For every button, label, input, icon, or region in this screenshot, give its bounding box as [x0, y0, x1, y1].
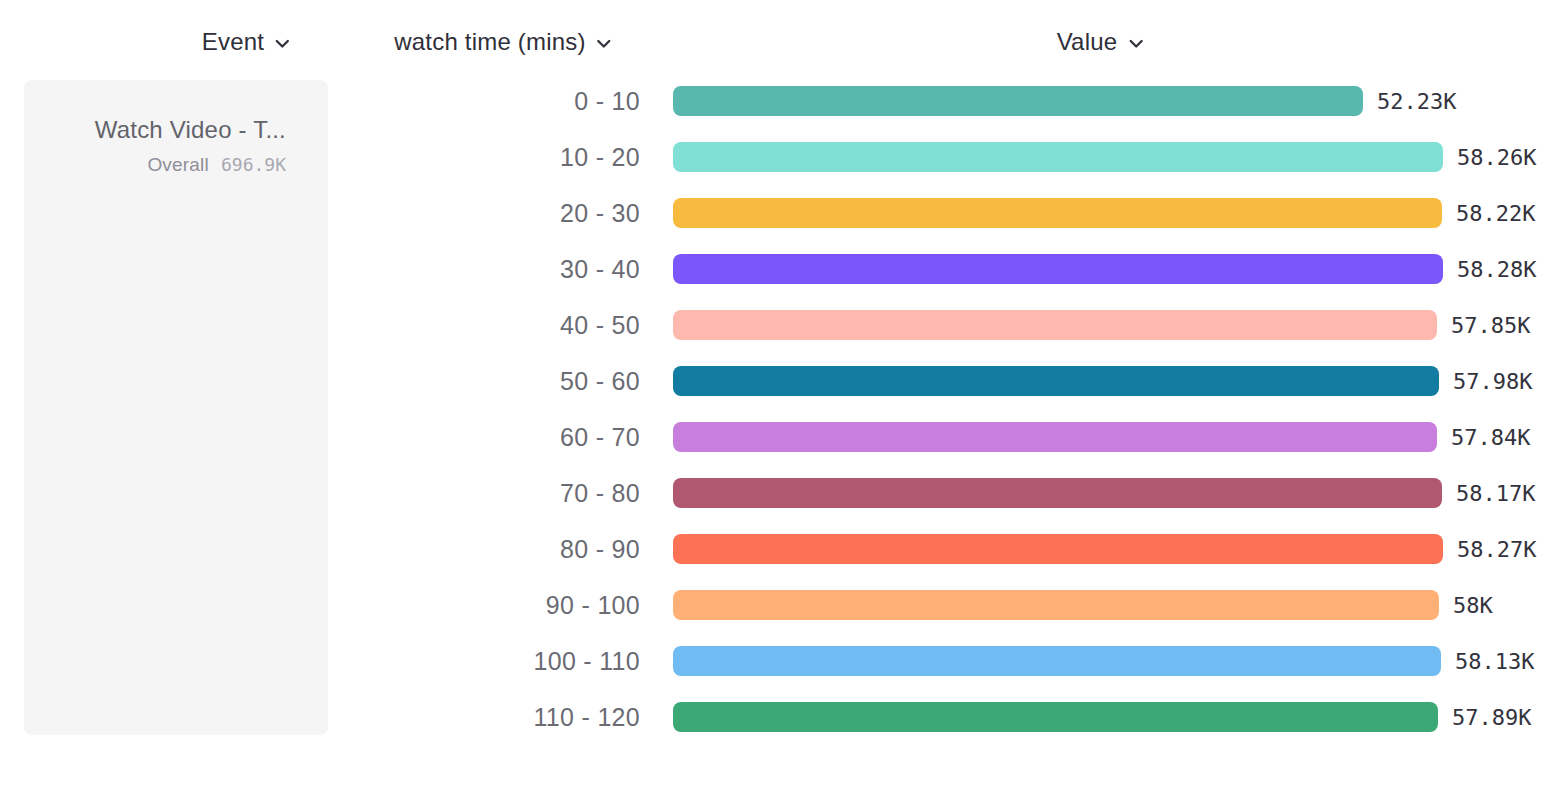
bar[interactable] — [673, 310, 1437, 340]
bar[interactable] — [673, 142, 1443, 172]
bar[interactable] — [673, 702, 1438, 732]
bar[interactable] — [673, 86, 1363, 116]
chart-row: 40 - 50 57.85K — [0, 297, 1568, 353]
chart-row: 30 - 40 58.28K — [0, 241, 1568, 297]
bar[interactable] — [673, 646, 1441, 676]
value-label: 57.98K — [1453, 369, 1532, 394]
chart-row: 50 - 60 57.98K — [0, 353, 1568, 409]
bar-chart: 0 - 10 52.23K 10 - 20 58.26K 20 - 30 58.… — [0, 73, 1568, 745]
bucket-label: 110 - 120 — [0, 703, 640, 732]
value-label: 57.84K — [1451, 425, 1530, 450]
chart-row: 0 - 10 52.23K — [0, 73, 1568, 129]
chart-row: 80 - 90 58.27K — [0, 521, 1568, 577]
bucket-label: 30 - 40 — [0, 255, 640, 284]
bar[interactable] — [673, 254, 1443, 284]
chart-row: 70 - 80 58.17K — [0, 465, 1568, 521]
value-label: 58K — [1453, 593, 1493, 618]
chart-row: 20 - 30 58.22K — [0, 185, 1568, 241]
bucket-label: 100 - 110 — [0, 647, 640, 676]
bucket-label: 20 - 30 — [0, 199, 640, 228]
column-header-event[interactable]: Event — [202, 26, 290, 58]
bar[interactable] — [673, 590, 1439, 620]
bucket-label: 50 - 60 — [0, 367, 640, 396]
chart-row: 100 - 110 58.13K — [0, 633, 1568, 689]
value-label: 58.13K — [1455, 649, 1534, 674]
chevron-down-icon — [275, 39, 290, 49]
column-header-value[interactable]: Value — [1057, 26, 1144, 58]
column-header-event-label: Event — [202, 28, 264, 56]
chevron-down-icon — [1128, 39, 1143, 49]
bucket-label: 40 - 50 — [0, 311, 640, 340]
bar[interactable] — [673, 198, 1442, 228]
value-label: 58.22K — [1456, 201, 1535, 226]
value-label: 58.27K — [1457, 537, 1536, 562]
value-label: 52.23K — [1377, 89, 1456, 114]
bucket-label: 90 - 100 — [0, 591, 640, 620]
chart-row: 90 - 100 58K — [0, 577, 1568, 633]
value-label: 58.26K — [1457, 145, 1536, 170]
value-label: 57.85K — [1451, 313, 1530, 338]
bucket-label: 60 - 70 — [0, 423, 640, 452]
column-header-breakdown-label: watch time (mins) — [394, 28, 585, 56]
bucket-label: 80 - 90 — [0, 535, 640, 564]
value-label: 57.89K — [1452, 705, 1531, 730]
bar[interactable] — [673, 534, 1443, 564]
bucket-label: 10 - 20 — [0, 143, 640, 172]
bar[interactable] — [673, 366, 1439, 396]
value-label: 58.28K — [1457, 257, 1536, 282]
chart-row: 10 - 20 58.26K — [0, 129, 1568, 185]
bucket-label: 0 - 10 — [0, 87, 640, 116]
bar[interactable] — [673, 422, 1437, 452]
column-header-breakdown[interactable]: watch time (mins) — [394, 26, 611, 58]
bar[interactable] — [673, 478, 1442, 508]
chart-row: 110 - 120 57.89K — [0, 689, 1568, 745]
bucket-label: 70 - 80 — [0, 479, 640, 508]
value-label: 58.17K — [1456, 481, 1535, 506]
column-header-value-label: Value — [1057, 28, 1118, 56]
chevron-down-icon — [597, 39, 612, 49]
chart-row: 60 - 70 57.84K — [0, 409, 1568, 465]
